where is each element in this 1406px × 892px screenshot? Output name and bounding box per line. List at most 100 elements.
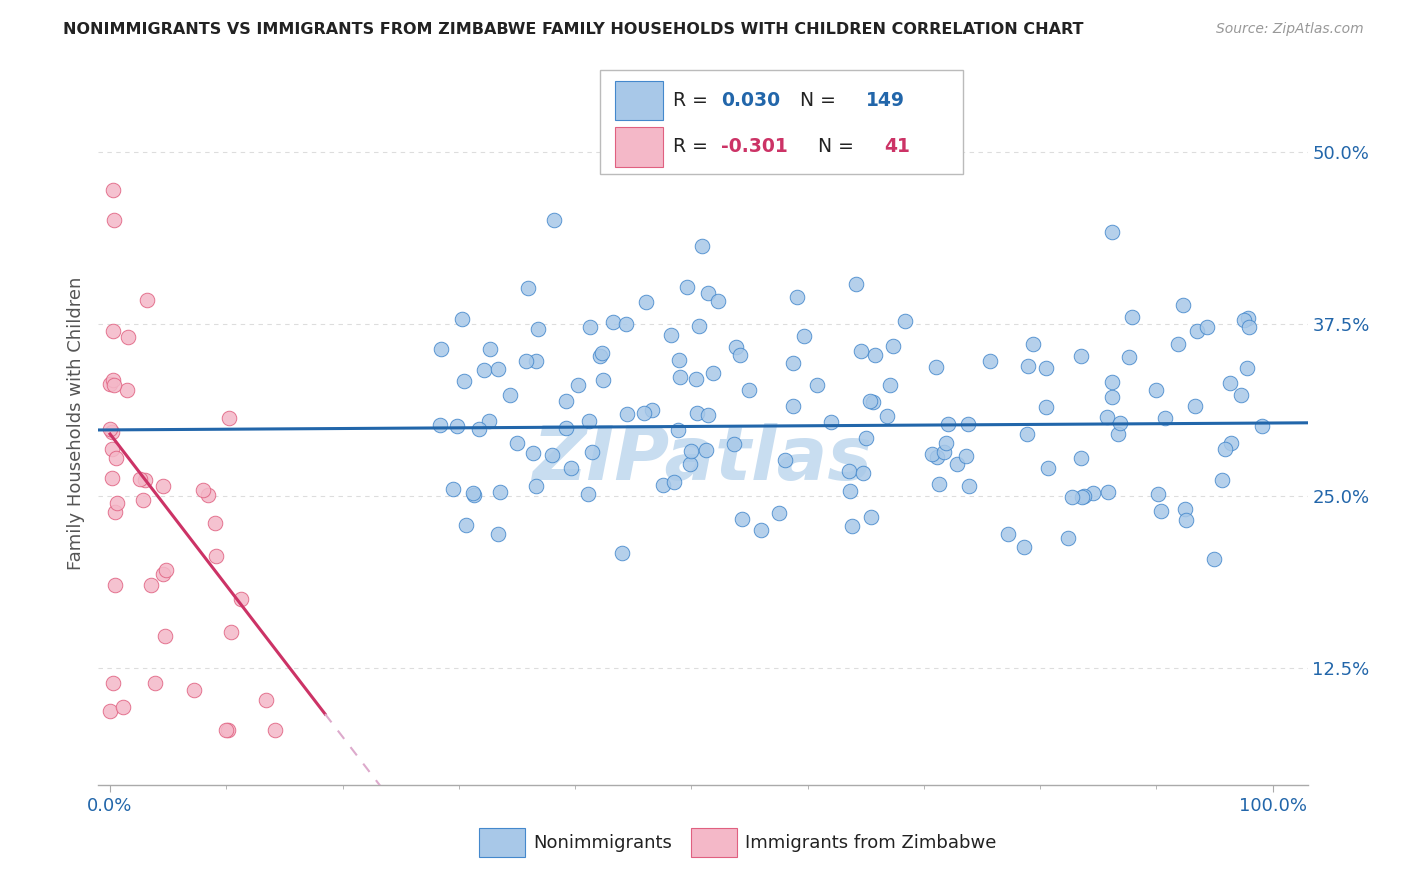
Point: [782, 356, 804, 370]
Point: [560, 460, 582, 475]
Point: [543, 213, 565, 227]
Text: R =: R =: [672, 90, 714, 110]
Point: [697, 409, 720, 423]
Point: [136, 293, 159, 307]
Point: [524, 354, 547, 368]
FancyBboxPatch shape: [600, 70, 963, 175]
Text: 0.030: 0.030: [721, 90, 780, 110]
Point: [921, 447, 943, 461]
Point: [451, 312, 474, 326]
Point: [685, 372, 707, 386]
Point: [1185, 324, 1208, 338]
Point: [183, 682, 205, 697]
Text: 149: 149: [866, 90, 905, 110]
Point: [928, 476, 950, 491]
Point: [139, 578, 162, 592]
Point: [668, 353, 690, 368]
Text: Immigrants from Zimbabwe: Immigrants from Zimbabwe: [745, 834, 997, 852]
Point: [1035, 400, 1057, 414]
Point: [1017, 426, 1039, 441]
Point: [839, 484, 862, 499]
Text: N =: N =: [800, 90, 842, 110]
Point: [463, 486, 485, 500]
Point: [111, 700, 134, 714]
Point: [666, 423, 689, 437]
Point: [152, 479, 174, 493]
FancyBboxPatch shape: [614, 128, 664, 167]
Point: [1062, 490, 1084, 504]
Point: [723, 437, 745, 451]
Point: [117, 330, 139, 344]
Point: [132, 493, 155, 508]
Point: [1101, 390, 1123, 404]
Point: [641, 402, 664, 417]
Point: [516, 281, 538, 295]
Point: [1012, 540, 1035, 554]
Point: [669, 370, 692, 384]
Point: [862, 395, 884, 409]
Point: [1097, 484, 1119, 499]
Point: [101, 324, 124, 338]
Y-axis label: Family Households with Children: Family Households with Children: [66, 277, 84, 570]
Point: [659, 328, 682, 343]
Point: [793, 328, 815, 343]
Point: [155, 563, 177, 577]
Point: [651, 478, 673, 492]
Point: [581, 445, 603, 459]
Point: [1147, 487, 1170, 501]
Point: [957, 417, 980, 432]
Point: [515, 354, 537, 368]
Point: [859, 394, 882, 409]
Point: [679, 444, 702, 458]
Point: [925, 359, 948, 374]
Point: [1230, 387, 1253, 401]
Point: [1220, 435, 1243, 450]
Point: [979, 353, 1001, 368]
Point: [838, 464, 860, 478]
Point: [1095, 409, 1118, 424]
Point: [1174, 502, 1197, 516]
Point: [696, 285, 718, 300]
Point: [851, 343, 873, 358]
Point: [1171, 298, 1194, 312]
Point: [702, 366, 724, 380]
Point: [1070, 349, 1092, 363]
Point: [1121, 310, 1143, 325]
Point: [486, 361, 509, 376]
Point: [105, 496, 128, 510]
Point: [100, 376, 122, 391]
Point: [731, 512, 754, 526]
Point: [1081, 486, 1104, 500]
Point: [101, 470, 124, 484]
Point: [636, 294, 658, 309]
Point: [633, 406, 655, 420]
Point: [749, 523, 772, 537]
Point: [467, 422, 489, 436]
Point: [104, 578, 127, 592]
Point: [690, 238, 713, 252]
Point: [925, 450, 948, 464]
Point: [526, 322, 548, 336]
Point: [876, 409, 898, 423]
Point: [724, 340, 747, 354]
Point: [522, 446, 544, 460]
Point: [231, 592, 253, 607]
Point: [1118, 351, 1140, 365]
Point: [218, 411, 240, 425]
Point: [101, 183, 124, 197]
Point: [1107, 427, 1129, 442]
Point: [217, 723, 239, 737]
Point: [446, 419, 468, 434]
Point: [215, 723, 238, 737]
Point: [524, 479, 547, 493]
Point: [134, 473, 156, 487]
Point: [101, 373, 124, 387]
Point: [103, 504, 125, 518]
Point: [1057, 531, 1080, 545]
Point: [588, 349, 610, 363]
Text: N =: N =: [818, 137, 859, 156]
Point: [728, 348, 751, 362]
Point: [204, 516, 226, 530]
Point: [662, 475, 685, 489]
Point: [1174, 513, 1197, 527]
